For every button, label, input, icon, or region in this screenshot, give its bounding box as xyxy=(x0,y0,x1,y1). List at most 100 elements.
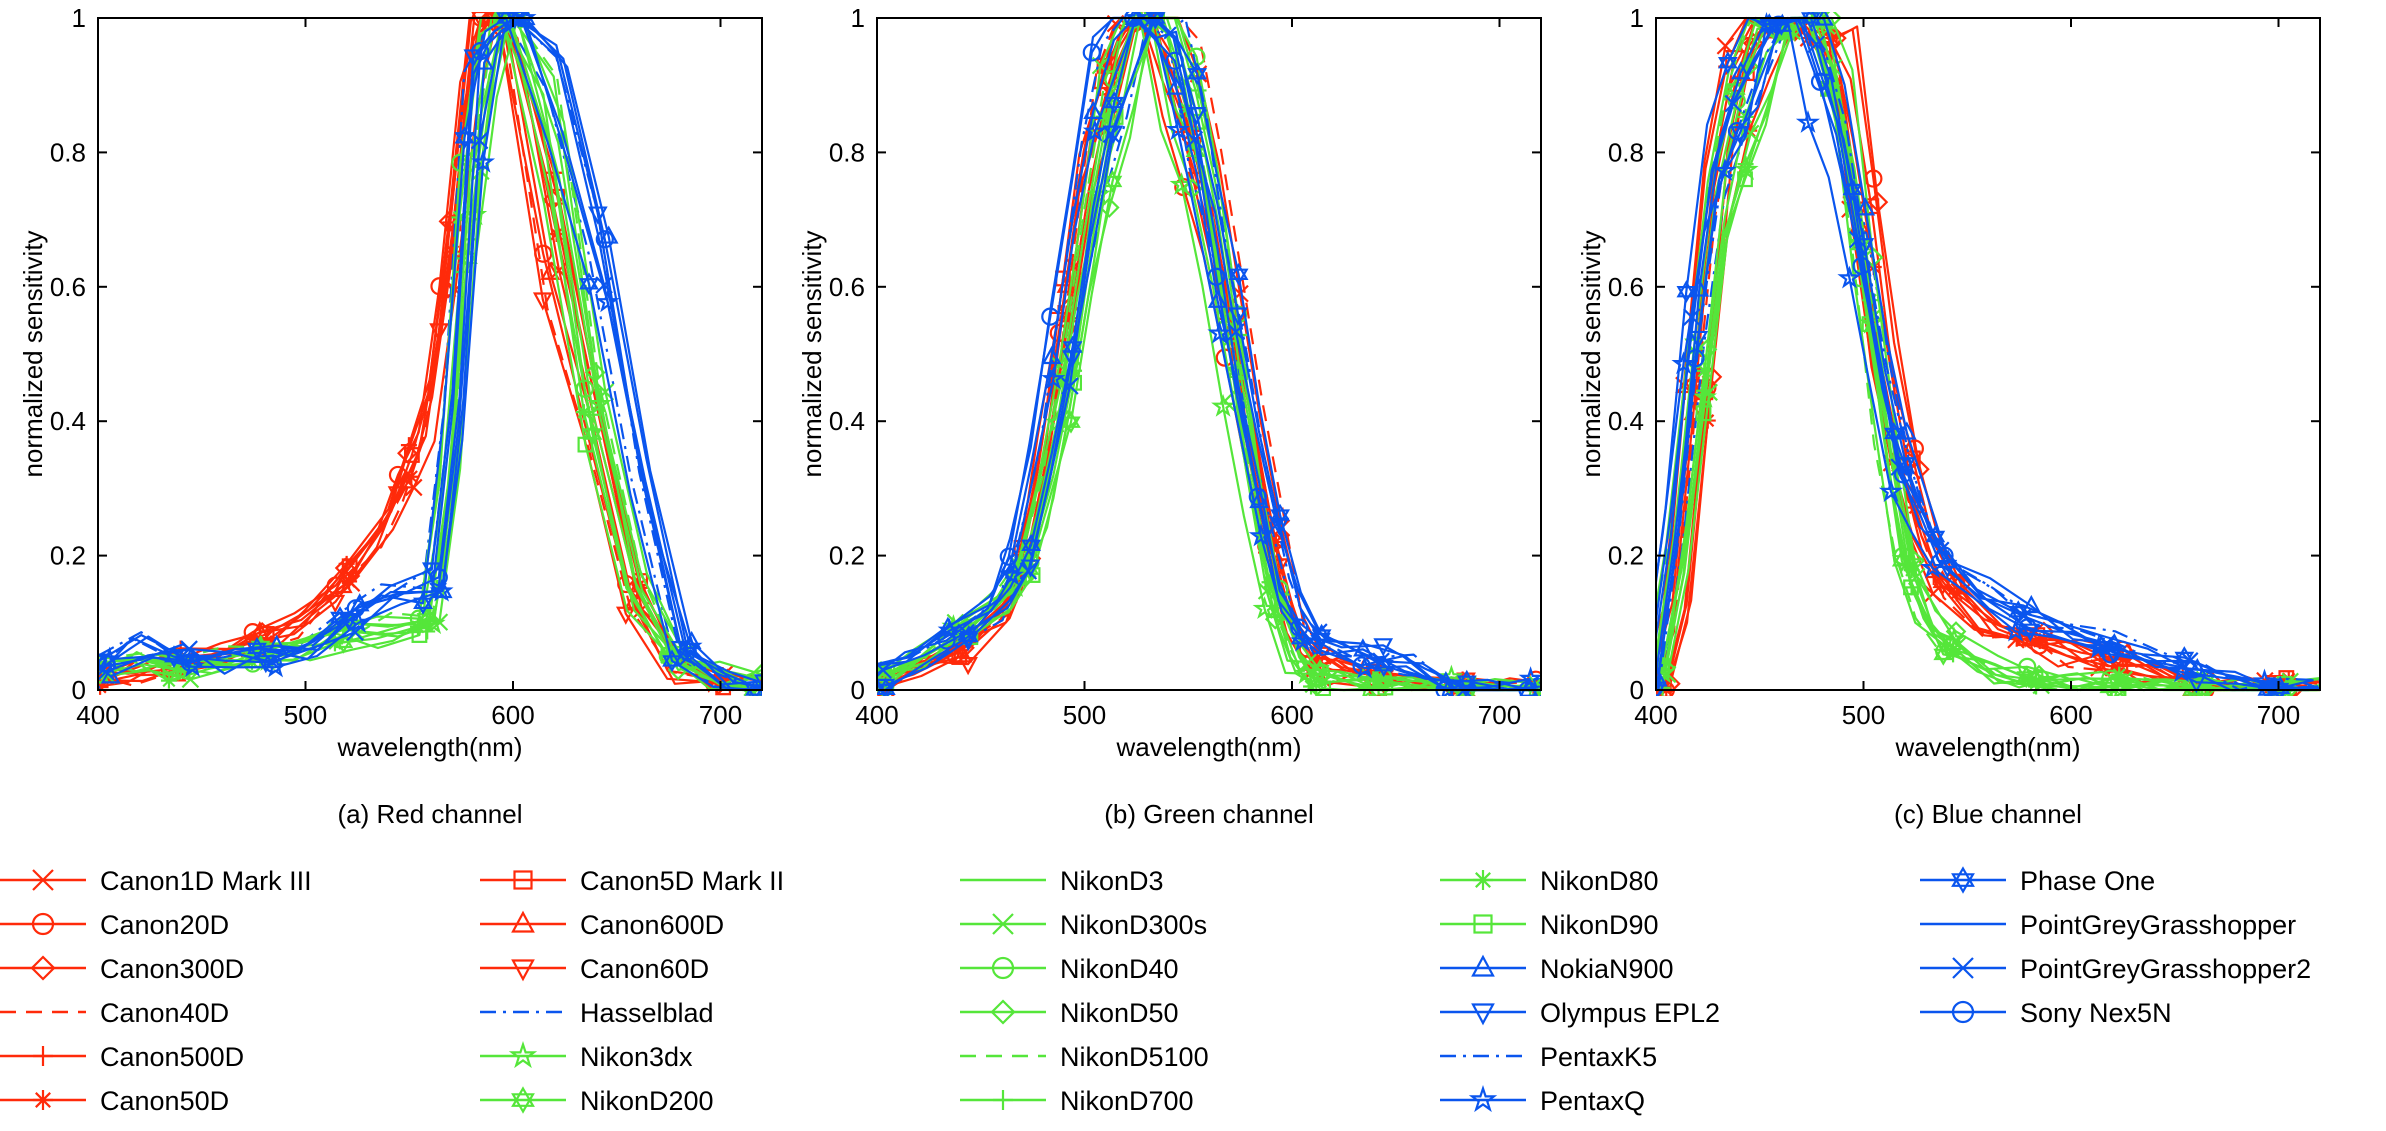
legend-marker xyxy=(511,959,535,982)
y-tick-label: 1 xyxy=(72,3,86,33)
data-point xyxy=(2111,666,2128,683)
data-point xyxy=(678,642,697,661)
data-point xyxy=(2097,634,2116,653)
data-point xyxy=(1852,256,1871,276)
data-point xyxy=(1543,674,1559,690)
legend-label: Canon500D xyxy=(100,1042,244,1072)
y-tick-label: 0.8 xyxy=(50,137,86,167)
legend-marker xyxy=(1951,1000,1975,1024)
data-point xyxy=(1903,562,1920,579)
legend-marker xyxy=(1473,914,1493,934)
data-point xyxy=(1207,289,1228,308)
data-point xyxy=(1730,61,1751,80)
series-canon20d xyxy=(1656,16,2320,696)
data-point xyxy=(1019,562,1038,580)
data-point xyxy=(950,625,967,642)
legend-entry: NikonD300s xyxy=(960,910,1207,940)
legend-label: Canon5D Mark II xyxy=(580,866,784,896)
data-point xyxy=(2018,618,2037,637)
data-point xyxy=(2184,660,2203,679)
data-point xyxy=(1718,51,1738,75)
data-point xyxy=(160,672,177,689)
data-point xyxy=(1373,638,1394,657)
legend-label: Phase One xyxy=(2020,866,2155,896)
legend-label: NokiaN900 xyxy=(1540,954,1674,984)
data-point xyxy=(1903,579,1919,596)
legend-marker xyxy=(33,1090,53,1110)
data-point xyxy=(429,568,448,587)
legend-label: NikonD40 xyxy=(1060,954,1179,984)
legend-label: PointGreyGrasshopper xyxy=(2020,910,2296,940)
plot-frame xyxy=(97,17,763,691)
y-tick-label: 0.4 xyxy=(1608,406,1644,436)
data-point xyxy=(1352,656,1371,675)
data-point xyxy=(761,683,762,688)
y-tick-label: 0.6 xyxy=(50,272,86,302)
data-point xyxy=(2098,659,2119,678)
data-point xyxy=(1807,35,1826,54)
data-point xyxy=(1060,313,1077,330)
legend-entry: Canon20D xyxy=(0,910,229,940)
legend-label: NikonD300s xyxy=(1060,910,1207,940)
legend-marker xyxy=(508,1040,538,1069)
data-point xyxy=(767,681,783,696)
data-point xyxy=(678,648,696,667)
data-point xyxy=(1165,51,1184,70)
data-point xyxy=(1538,684,1541,696)
data-point xyxy=(1909,458,1930,480)
data-point xyxy=(429,582,447,600)
data-point xyxy=(584,362,606,383)
data-point xyxy=(1268,515,1287,533)
legend-entry: NikonD40 xyxy=(960,954,1179,984)
legend-label: Canon60D xyxy=(580,954,709,984)
data-point xyxy=(958,657,978,676)
y-tick-label: 0.4 xyxy=(50,406,86,436)
series-canon1d-mark-iii xyxy=(878,12,1541,696)
data-point xyxy=(1061,377,1079,395)
x-tick-label: 600 xyxy=(1270,700,1313,730)
data-point xyxy=(1165,117,1190,141)
legend-label: Canon300D xyxy=(100,954,244,984)
data-point xyxy=(1315,680,1332,696)
data-point xyxy=(1671,351,1696,375)
legend-entry: PentaxQ xyxy=(1440,1084,1645,1116)
x-tick-label: 600 xyxy=(491,700,534,730)
legend-label: Canon50D xyxy=(100,1086,229,1116)
data-point xyxy=(471,42,490,61)
data-point xyxy=(1676,280,1697,304)
data-point xyxy=(471,12,490,30)
x-tick-label: 500 xyxy=(284,700,327,730)
data-point xyxy=(2027,670,2044,687)
data-point xyxy=(761,683,762,684)
series-pentaxk5 xyxy=(99,16,762,691)
data-point xyxy=(1248,523,1273,547)
legend-entry: PentaxK5 xyxy=(1440,1042,1657,1072)
data-point xyxy=(98,681,104,684)
data-point xyxy=(1187,62,1208,86)
data-point xyxy=(1932,578,1953,597)
y-tick-label: 0.2 xyxy=(829,541,865,571)
panel-caption: (a) Red channel xyxy=(338,799,523,829)
series-pentaxq xyxy=(877,12,1541,696)
data-point xyxy=(1102,125,1121,144)
x-axis-label: wavelength(nm) xyxy=(1895,732,2081,762)
y-tick-label: 0.8 xyxy=(1608,137,1644,167)
legend-marker xyxy=(1473,870,1493,890)
series-canon600d xyxy=(877,12,1541,696)
legend: Canon1D Mark III Canon20D Canon300D Canon40… xyxy=(0,866,2311,1116)
legend-marker xyxy=(993,1090,1013,1110)
data-point xyxy=(540,261,561,280)
series-pointgreygrasshopper xyxy=(99,16,762,691)
data-point xyxy=(575,404,592,421)
data-point xyxy=(1801,12,1821,30)
legend-entry: Phase One xyxy=(1920,866,2155,896)
data-point xyxy=(1104,91,1125,114)
data-point xyxy=(1696,382,1713,399)
y-axis-label: normalized sensitivity xyxy=(1576,230,1606,477)
y-tick-label: 0.6 xyxy=(829,272,865,302)
data-point xyxy=(1082,118,1107,142)
data-point xyxy=(2114,651,2131,668)
x-tick-label: 400 xyxy=(1634,700,1677,730)
legend-entry: Canon5D Mark II xyxy=(480,866,784,896)
